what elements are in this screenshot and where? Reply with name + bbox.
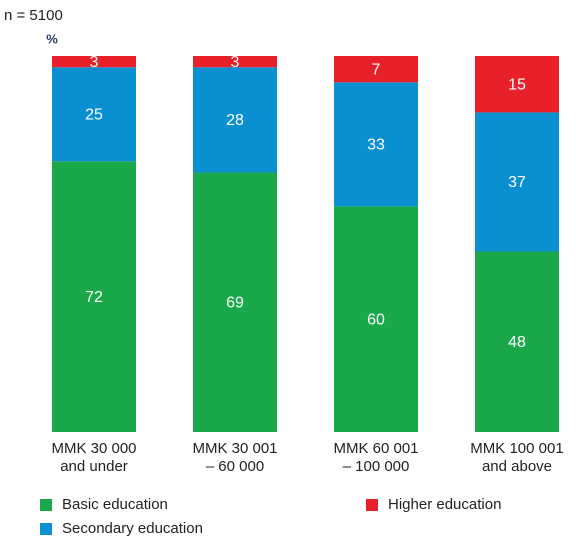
legend-label: Higher education [388, 496, 501, 513]
bar-segment [334, 56, 418, 83]
data-label: 72 [85, 289, 103, 306]
x-tick-label: MMK 30 000 and under [51, 440, 136, 475]
legend-label: Basic education [62, 496, 168, 513]
data-label: 25 [85, 106, 103, 123]
x-tick-label: MMK 60 001– 100 000 [333, 440, 418, 475]
bar-segment [193, 67, 277, 173]
data-label: 60 [367, 311, 385, 328]
y-axis-label: % [46, 31, 58, 46]
data-label: 37 [508, 174, 526, 191]
bar-segment [334, 82, 418, 207]
data-label: 48 [508, 334, 526, 351]
bar-segment [193, 56, 277, 68]
bar-segment [475, 112, 559, 252]
bar-segment [52, 56, 136, 68]
chart-title: n = 5100 [4, 7, 63, 24]
data-label: 15 [508, 76, 526, 93]
x-tick-label: MMK 30 001– 60 000 [192, 440, 277, 475]
bar-segment [475, 56, 559, 113]
bar-segment [475, 251, 559, 432]
bar-segment [52, 67, 136, 162]
data-label: 7 [372, 61, 381, 78]
data-label: 3 [90, 54, 99, 71]
bar-segment [193, 172, 277, 432]
bar-segment [334, 206, 418, 432]
x-tick-label: MMK 100 001 and above [470, 440, 563, 475]
legend-swatch [40, 523, 52, 535]
data-label: 3 [231, 54, 240, 71]
bar-segment [52, 161, 136, 432]
data-label: 28 [226, 112, 244, 129]
legend-label: Secondary education [62, 520, 203, 537]
legend-swatch [40, 499, 52, 511]
data-label: 69 [226, 294, 244, 311]
data-label: 33 [367, 137, 385, 154]
legend-swatch [366, 499, 378, 511]
